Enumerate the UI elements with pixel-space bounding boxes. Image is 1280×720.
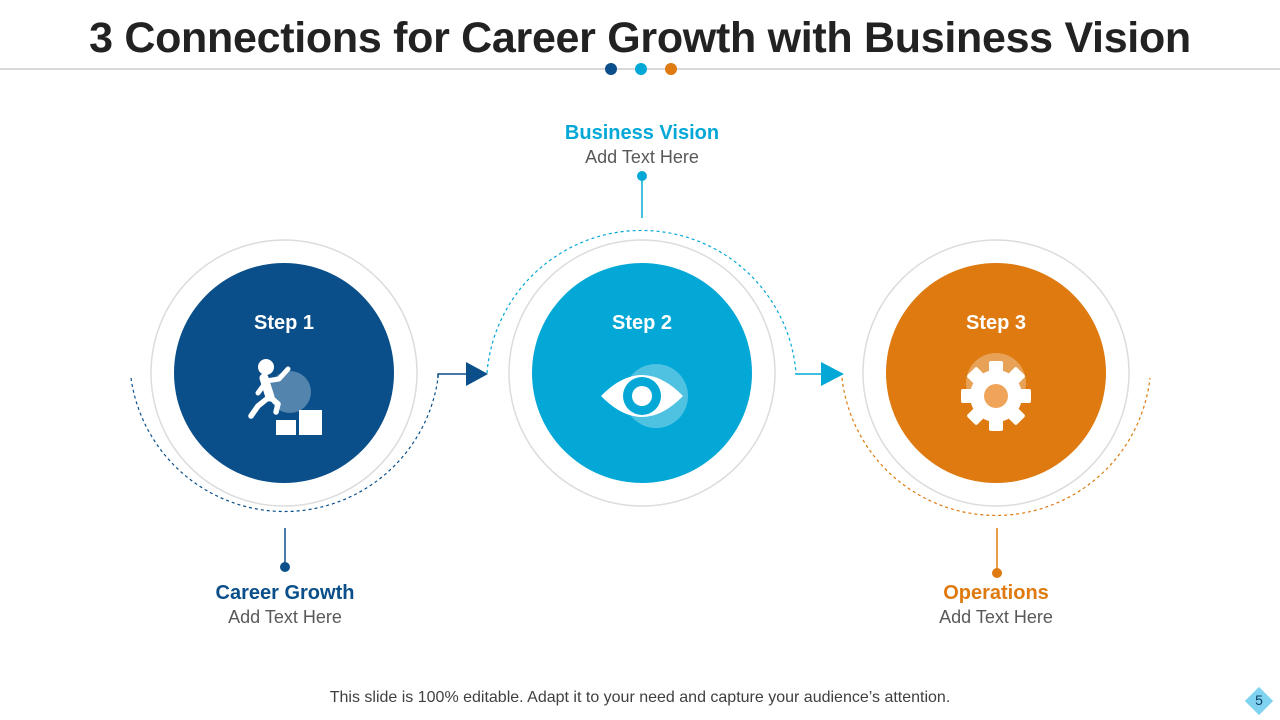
step2-circle (532, 263, 752, 483)
step3-label: Step 3 (965, 312, 1027, 334)
step1-label: Step 1 (253, 312, 315, 334)
eye-icon (601, 364, 688, 428)
business-vision-heading: Business Vision (564, 122, 720, 144)
step1-dashed-arc (130, 377, 439, 513)
step1-outer-ring (150, 239, 418, 507)
career-growth-text: Add Text Here (228, 607, 342, 627)
operations-heading: Operations (943, 582, 1049, 604)
slide-title: 3 Connections for Career Growth with Bus… (89, 14, 1191, 62)
operations-text: Add Text Here (939, 607, 1053, 627)
step1-leader-dot (280, 562, 290, 572)
step3-dashed-arc (841, 377, 1151, 517)
operations-text-block: Operations Add Text Here (866, 581, 1126, 629)
career-growth-heading: Career Growth (215, 582, 355, 604)
connector-2-3-line (795, 373, 822, 375)
page-number-badge: 5 (1244, 686, 1274, 716)
arrow-2-3 (821, 362, 844, 386)
step2-outer-ring (508, 239, 776, 507)
business-vision-text: Add Text Here (585, 147, 699, 167)
page-number: 5 (1255, 692, 1263, 708)
step3-leader-dot (992, 568, 1002, 578)
gear-icon (961, 353, 1031, 431)
footer-note: This slide is 100% editable. Adapt it to… (329, 689, 951, 706)
step2-leader-dot (637, 171, 647, 181)
career-climb-icon (248, 359, 322, 435)
career-growth-text-block: Career Growth Add Text Here (155, 581, 415, 629)
title-dot-orange (665, 63, 677, 75)
step2-dashed-arc (486, 229, 797, 374)
connector-1-2-line (437, 373, 468, 378)
arrow-1-2 (466, 362, 488, 386)
title-dot-dark-blue (605, 63, 617, 75)
step2-label: Step 2 (611, 312, 673, 334)
step3-outer-ring (862, 239, 1130, 507)
title-dot-light-blue (635, 63, 647, 75)
business-vision-text-block: Business Vision Add Text Here (512, 121, 772, 169)
